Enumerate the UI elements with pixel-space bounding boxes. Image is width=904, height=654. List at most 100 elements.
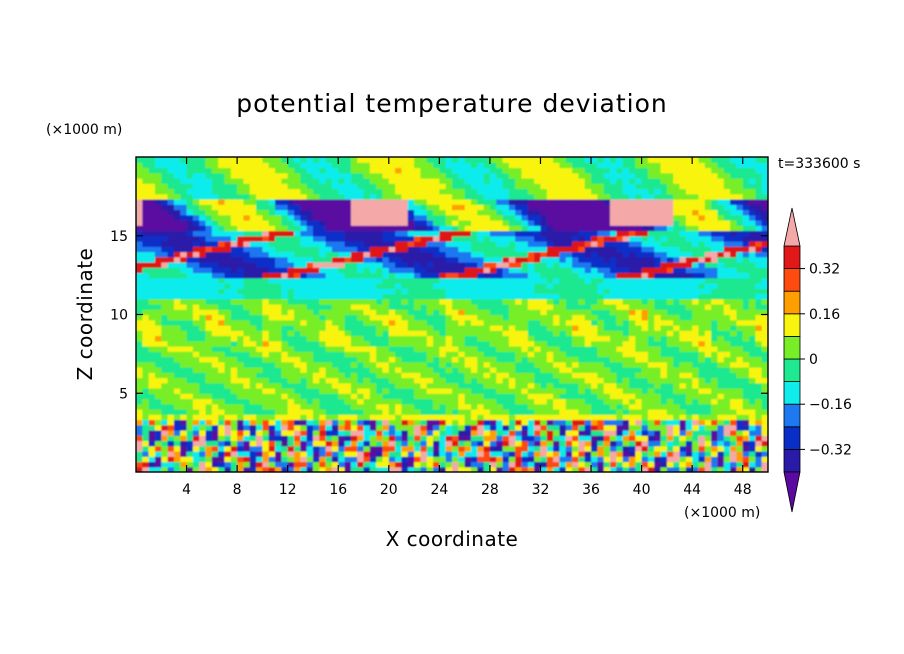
heatmap-cell [363, 251, 371, 258]
heatmap-cell [433, 293, 440, 300]
heatmap-cell [546, 314, 554, 321]
heatmap-cell [679, 356, 687, 363]
heatmap-cell [275, 272, 282, 279]
heatmap-cell [496, 288, 504, 295]
heatmap-cell [268, 351, 276, 358]
heatmap-cell [635, 230, 643, 237]
heatmap-cell [527, 277, 535, 284]
heatmap-cell [704, 251, 712, 258]
heatmap-cell [294, 277, 301, 284]
heatmap-cell [344, 398, 352, 405]
heatmap-cell [578, 251, 586, 258]
heatmap-cell [395, 246, 403, 253]
heatmap-cell [628, 330, 636, 337]
heatmap-cell [628, 209, 636, 216]
heatmap-cell [698, 225, 706, 232]
heatmap-cell [521, 230, 529, 237]
heatmap-cell [275, 403, 282, 410]
heatmap-cell [559, 435, 567, 442]
heatmap-cell [470, 430, 478, 436]
heatmap-cell [395, 277, 403, 284]
heatmap-cell [616, 209, 624, 216]
heatmap-cell [186, 241, 194, 247]
heatmap-cell [281, 209, 289, 216]
heatmap-cell [502, 435, 510, 442]
heatmap-cell [470, 346, 478, 352]
heatmap-cell [470, 414, 478, 421]
heatmap-cell [685, 262, 693, 268]
heatmap-cell [502, 209, 510, 216]
heatmap-cell [761, 466, 768, 472]
heatmap-cell [275, 351, 282, 358]
heatmap-cell [294, 225, 301, 232]
heatmap-cell [502, 241, 510, 247]
heatmap-cell [256, 288, 263, 295]
heatmap-cell [622, 319, 630, 326]
heatmap-cell [148, 225, 156, 232]
heatmap-cell [136, 361, 143, 368]
heatmap-cell [186, 272, 194, 279]
heatmap-cell [136, 214, 143, 221]
heatmap-cells [136, 157, 768, 472]
heatmap-cell [553, 451, 561, 457]
heatmap-cell [414, 235, 421, 242]
heatmap-cell [420, 340, 428, 347]
heatmap-cell [679, 288, 687, 295]
heatmap-cell [749, 451, 756, 457]
heatmap-cell [230, 220, 238, 226]
heatmap-cell [262, 414, 270, 421]
heatmap-cell [407, 325, 415, 331]
heatmap-cell [306, 220, 314, 226]
heatmap-cell [445, 304, 453, 310]
heatmap-cell [173, 445, 181, 452]
heatmap-cell [268, 272, 276, 279]
heatmap-cell [717, 277, 725, 284]
heatmap-cell [363, 330, 371, 337]
heatmap-cell [673, 214, 681, 221]
heatmap-cell [502, 214, 510, 221]
heatmap-cell [294, 288, 301, 295]
heatmap-cell [628, 304, 636, 310]
heatmap-cell [439, 304, 447, 310]
heatmap-cell [755, 330, 763, 337]
heatmap-cell [218, 403, 226, 410]
heatmap-cell [685, 414, 693, 421]
heatmap-cell [628, 367, 636, 373]
heatmap-cell [470, 304, 478, 310]
heatmap-cell [224, 304, 232, 310]
heatmap-cell [433, 267, 440, 274]
heatmap-cell [205, 293, 213, 300]
heatmap-cell [369, 267, 377, 274]
heatmap-cell [546, 409, 554, 415]
heatmap-cell [319, 251, 327, 258]
heatmap-cell [673, 209, 681, 216]
heatmap-cell [376, 283, 384, 289]
heatmap-cell [508, 372, 516, 379]
heatmap-cell [161, 230, 169, 237]
heatmap-cell [654, 220, 662, 226]
heatmap-cell [553, 346, 561, 352]
heatmap-cell [622, 330, 630, 337]
heatmap-cell [489, 225, 497, 232]
heatmap-cell [673, 304, 681, 310]
heatmap-cell [173, 351, 181, 358]
heatmap-cell [584, 209, 592, 216]
heatmap-cell [565, 382, 573, 389]
heatmap-cell [433, 235, 440, 242]
heatmap-cell [319, 335, 327, 342]
heatmap-cell [350, 262, 358, 268]
heatmap-cell [704, 246, 712, 253]
heatmap-cell [445, 230, 453, 237]
heatmap-cell [673, 314, 681, 321]
heatmap-cell [692, 246, 700, 253]
heatmap-cell [287, 440, 295, 447]
heatmap-cell [470, 262, 478, 268]
heatmap-cell [534, 335, 542, 342]
heatmap-cell [521, 283, 529, 289]
heatmap-cell [224, 256, 232, 263]
heatmap-cell [647, 367, 655, 373]
heatmap-cell [161, 209, 169, 216]
heatmap-cell [742, 241, 750, 247]
heatmap-cell [578, 393, 586, 400]
heatmap-cell [597, 445, 605, 452]
